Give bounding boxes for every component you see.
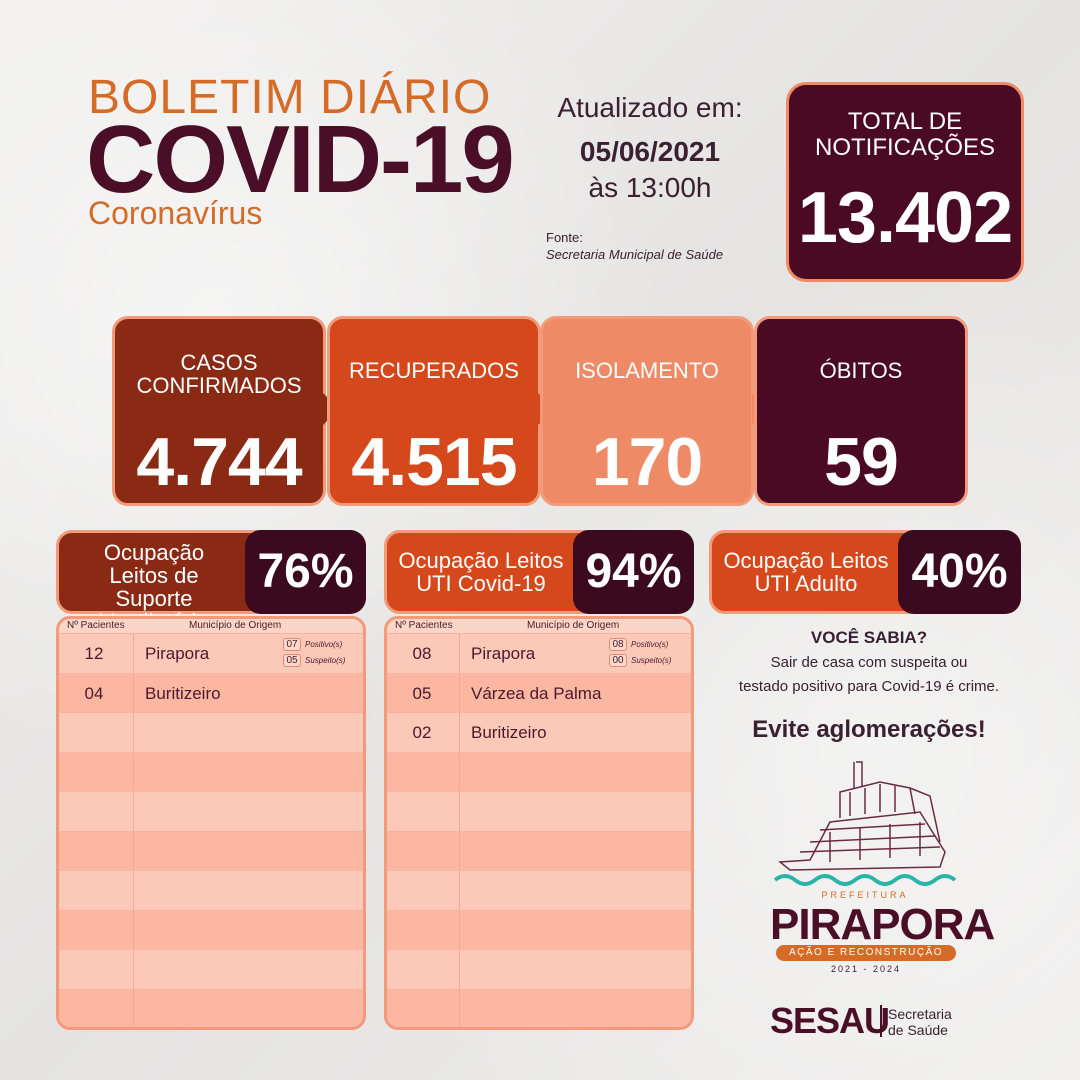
isolation-label: ISOLAMENTO <box>575 358 719 383</box>
table-row: 04 Buritizeiro <box>59 672 363 712</box>
patients-column-header: Nº Pacientes <box>67 620 125 631</box>
icu-covid-patients-table: Nº Pacientes Município de Origem 08 Pira… <box>384 616 694 1030</box>
icu-adult-occupancy-percent: 40% <box>898 530 1021 614</box>
did-you-know-line2: testado positivo para Covid-19 é crime. <box>738 678 1000 695</box>
ventilator-occupancy-percent: 76% <box>245 530 366 614</box>
pirapora-logo-text: PIRAPORA <box>770 900 995 949</box>
occ2-line1: Ocupação Leitos <box>398 548 564 573</box>
icu-adult-occupancy-label: Ocupação Leitos UTI Adulto <box>716 549 896 595</box>
table-row <box>59 949 363 989</box>
occ1-line2: Leitos de Suporte <box>109 563 199 612</box>
total-notifications-value: 13.402 <box>797 178 1013 258</box>
bulletin-title: BOLETIM DIÁRIO <box>88 71 492 124</box>
covid-title: COVID-19 <box>86 106 515 213</box>
total-notifications-label: TOTAL DE NOTIFICAÇÕES <box>789 108 1021 162</box>
confirmed-label-line1: CASOS <box>180 350 258 375</box>
table-row: 02 Buritizeiro <box>387 712 691 752</box>
origin-column-header: Município de Origem <box>189 620 282 631</box>
table-body: 08 Pirapora 08 Positivo(s) 00 Suspeito(s) … <box>387 633 691 1027</box>
deaths-label: ÓBITOS <box>819 358 903 383</box>
occ3-line1: Ocupação Leitos <box>723 548 889 573</box>
table-row <box>59 751 363 791</box>
table-header: Nº Pacientes Município de Origem <box>59 619 363 633</box>
table-row <box>59 870 363 910</box>
city-name: Várzea da Palma <box>471 683 602 703</box>
table-row <box>387 949 691 989</box>
patients-column-header: Nº Pacientes <box>395 620 453 631</box>
did-you-know-line1: Sair de casa com suspeita ou <box>770 654 968 671</box>
recovered-label: RECUPERADOS <box>349 358 519 383</box>
term-years: 2021 - 2024 <box>830 964 902 974</box>
city-name: Pirapora <box>145 644 210 663</box>
slogan-banner: AÇÃO E RECONSTRUÇÃO <box>776 945 956 961</box>
patient-count: 04 <box>84 683 104 703</box>
table-row <box>387 751 691 791</box>
source-label: Fonte: <box>546 230 583 245</box>
confirmed-cases-card: CASOS CONFIRMADOS 4.744 <box>112 316 326 506</box>
avoid-crowds-message: Evite aglomerações! <box>752 716 986 743</box>
occ2-line2: UTI Covid-19 <box>416 571 546 597</box>
prefeitura-label: PREFEITURA <box>821 890 909 900</box>
table-row: 12 Pirapora 07 Positivo(s) 05 Suspeito(s) <box>59 633 363 673</box>
suspected-count: 05 Suspeito(s) <box>283 654 345 667</box>
deaths-value: 59 <box>824 424 899 500</box>
sesau-logo-text: SESAU <box>770 1000 890 1041</box>
table-row <box>387 909 691 949</box>
deaths-card: ÓBITOS 59 <box>754 316 968 506</box>
positive-count: 07 Positivo(s) <box>283 638 342 651</box>
confirmed-cases-value: 4.744 <box>136 424 302 500</box>
did-you-know-title: VOCÊ SABIA? <box>810 628 928 647</box>
ventilator-patients-table: Nº Pacientes Município de Origem 12 Pira… <box>56 616 366 1030</box>
table-row <box>387 870 691 910</box>
table-header: Nº Pacientes Município de Origem <box>387 619 691 633</box>
table-row <box>387 830 691 870</box>
table-row <box>59 988 363 1027</box>
patient-count: 08 <box>412 644 432 663</box>
city-name: Buritizeiro <box>145 683 221 703</box>
secretaria-line2: de Saúde <box>888 1022 948 1038</box>
source-value: Secretaria Municipal de Saúde <box>546 247 724 262</box>
update-date: 05/06/2021 <box>579 136 721 167</box>
boat-illustration-icon <box>773 761 957 886</box>
ventilator-occupancy-header: Ocupação Leitos de Suporte Ventilatório … <box>56 530 366 633</box>
isolation-value: 170 <box>591 424 703 500</box>
city-name: Pirapora <box>471 644 536 663</box>
patient-count: 05 <box>412 683 432 703</box>
confirmed-cases-label: CASOS CONFIRMADOS <box>115 351 323 397</box>
table-row <box>59 712 363 752</box>
table-row <box>387 988 691 1027</box>
update-label: Atualizado em: <box>557 92 743 123</box>
table-row: 05 Várzea da Palma <box>387 672 691 712</box>
recovered-value: 4.515 <box>351 424 517 500</box>
origin-column-header: Município de Origem <box>527 620 620 631</box>
positive-count: 08 Positivo(s) <box>609 638 668 651</box>
icu-covid-occupancy-label: Ocupação Leitos UTI Covid-19 <box>391 549 571 595</box>
icu-covid-occupancy-header: Ocupação Leitos UTI Covid-19 94% <box>384 530 694 614</box>
table-row <box>59 830 363 870</box>
icu-adult-occupancy-header: Ocupação Leitos UTI Adulto 40% <box>709 530 1021 614</box>
occ3-line2: UTI Adulto <box>754 571 858 597</box>
confirmed-label-line2: CONFIRMADOS <box>136 373 302 399</box>
recovered-card: RECUPERADOS 4.515 <box>327 316 541 506</box>
table-row <box>59 909 363 949</box>
total-label-line1: TOTAL DE <box>847 108 963 135</box>
logo-divider <box>880 1005 882 1037</box>
occ1-line1: Ocupação <box>103 540 205 565</box>
city-name: Buritizeiro <box>471 723 547 742</box>
coronavirus-subtitle: Coronavírus <box>88 195 263 231</box>
total-label-line2: NOTIFICAÇÕES <box>814 134 995 162</box>
table-row: 08 Pirapora 08 Positivo(s) 00 Suspeito(s) <box>387 633 691 673</box>
table-row <box>59 791 363 831</box>
table-row <box>387 791 691 831</box>
secretaria-line1: Secretaria <box>888 1006 952 1022</box>
update-time: às 13:00h <box>588 172 712 203</box>
suspected-count: 00 Suspeito(s) <box>609 654 671 667</box>
total-notifications-box: TOTAL DE NOTIFICAÇÕES 13.402 <box>786 82 1024 282</box>
patient-count: 12 <box>84 644 104 663</box>
patient-count: 02 <box>412 723 432 742</box>
table-body: 12 Pirapora 07 Positivo(s) 05 Suspeito(s) … <box>59 633 363 1027</box>
isolation-card: ISOLAMENTO 170 <box>540 316 754 506</box>
icu-covid-occupancy-percent: 94% <box>573 530 694 614</box>
